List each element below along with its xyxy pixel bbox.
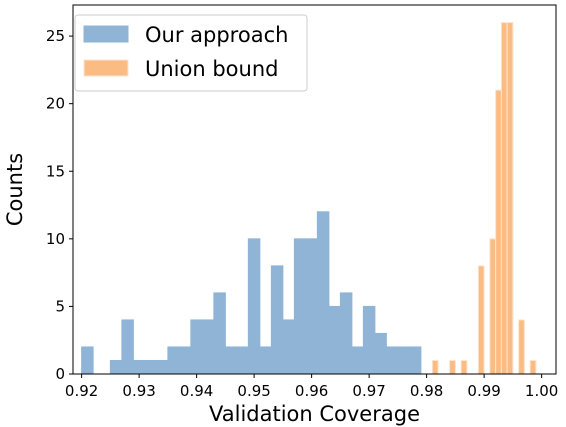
our-approach-bar — [109, 359, 123, 375]
y-tick-label: 10 — [46, 230, 65, 248]
our-approach-bar — [385, 346, 399, 375]
our-approach-bar — [132, 359, 146, 375]
x-tick-label: 0.96 — [295, 382, 328, 400]
our-approach-bar — [282, 319, 295, 375]
our-approach-bar — [316, 211, 330, 375]
union-bound-bar — [518, 319, 525, 375]
union-bound-bar — [500, 22, 508, 375]
our-approach-bar — [121, 319, 134, 375]
union-bound-bar — [449, 359, 456, 375]
x-axis-ticks: 0.92 0.93 0.94 0.95 0.96 0.97 0.98 0.99 1.00 — [65, 374, 558, 400]
our-approach-bar — [155, 359, 169, 375]
our-approach-bar — [144, 359, 157, 375]
x-tick-label: 1.00 — [525, 382, 558, 400]
our-approach-bar — [259, 346, 272, 375]
legend-swatch-our-approach — [83, 25, 129, 43]
union-bound-bar — [495, 89, 502, 375]
our-approach-bar — [224, 346, 238, 375]
bars-layer — [81, 22, 537, 375]
plot-frame — [72, 4, 557, 375]
our-approach-bar — [397, 346, 410, 375]
y-tick-label: 5 — [55, 297, 65, 315]
our-approach-bar — [247, 238, 261, 375]
y-axis-label: Counts — [3, 153, 27, 226]
our-approach-bar — [362, 305, 376, 375]
x-tick-label: 0.97 — [352, 382, 385, 400]
union-bound-bar — [506, 22, 514, 375]
our-approach-bar — [328, 305, 341, 375]
our-approach-bar — [167, 346, 180, 375]
x-tick-label: 0.94 — [180, 382, 213, 400]
our-approach-bar — [201, 319, 215, 375]
our-approach-bar — [293, 238, 307, 375]
x-axis-label: Validation Coverage — [209, 402, 420, 426]
union-bound-bar — [431, 359, 439, 375]
y-tick-label: 0 — [55, 365, 65, 383]
y-tick-label: 25 — [46, 27, 65, 45]
y-tick-label: 15 — [46, 162, 65, 180]
our-approach-bar — [178, 346, 192, 375]
our-approach-bar — [190, 319, 203, 375]
x-tick-label: 0.95 — [237, 382, 270, 400]
x-tick-label: 0.92 — [65, 382, 98, 400]
our-approach-bar — [408, 346, 422, 375]
legend-label-union-bound: Union bound — [145, 57, 278, 81]
legend-swatch-union-bound — [83, 59, 129, 77]
our-approach-bar — [81, 346, 94, 375]
union-bound-bar — [477, 265, 485, 375]
union-bound-bar — [460, 359, 468, 375]
union-bound-bar — [529, 359, 537, 375]
legend-label-our-approach: Our approach — [145, 23, 288, 47]
x-tick-label: 0.99 — [467, 382, 500, 400]
our-approach-bar — [351, 346, 364, 375]
y-axis-ticks: 0 5 10 15 20 25 — [46, 27, 73, 383]
our-approach-bar — [339, 292, 353, 375]
y-tick-label: 20 — [46, 95, 65, 113]
our-approach-bar — [305, 238, 318, 375]
our-approach-bar — [236, 346, 249, 375]
x-tick-label: 0.98 — [410, 382, 443, 400]
legend-box — [74, 14, 308, 92]
x-tick-label: 0.93 — [122, 382, 155, 400]
our-approach-bar — [374, 332, 387, 375]
our-approach-bar — [213, 292, 226, 375]
union-bound-bar — [489, 238, 497, 375]
legend: Our approach Union bound — [74, 14, 308, 92]
our-approach-bar — [270, 265, 284, 375]
